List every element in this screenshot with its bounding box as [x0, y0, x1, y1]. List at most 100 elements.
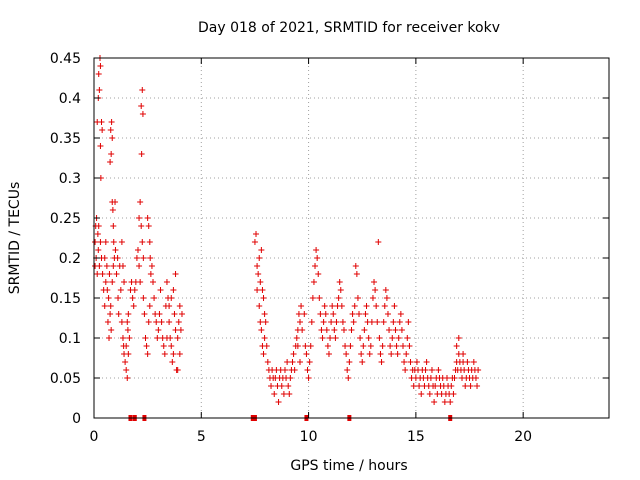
data-point: [369, 295, 376, 301]
data-point: [134, 247, 141, 253]
data-point: [161, 351, 168, 357]
data-point: [346, 359, 353, 365]
data-point: [103, 263, 110, 269]
data-point: [150, 279, 157, 285]
data-point: [260, 351, 267, 357]
data-point: [106, 271, 113, 277]
axis-ticks: [93, 57, 609, 419]
data-point: [172, 271, 179, 277]
data-point: [126, 335, 133, 341]
data-point: [102, 279, 109, 285]
data-point: [168, 295, 175, 301]
data-point: [170, 351, 177, 357]
data-point: [387, 343, 394, 349]
data-point: [178, 311, 185, 317]
x-tick-labels: 0 5 10 15 20: [90, 429, 533, 445]
data-point: [327, 335, 334, 341]
data-point: [144, 215, 151, 221]
data-point: [426, 391, 433, 397]
data-point: [287, 375, 294, 381]
data-point: [166, 303, 173, 309]
data-point: [102, 239, 109, 245]
data-point: [307, 343, 314, 349]
data-point: [147, 255, 154, 261]
data-point: [373, 303, 380, 309]
data-point: [366, 351, 373, 357]
data-point: [317, 311, 324, 317]
data-point: [256, 303, 263, 309]
data-point: [360, 343, 367, 349]
data-point: [354, 295, 361, 301]
data-point: [293, 335, 300, 341]
data-point: [112, 199, 119, 205]
data-point: [330, 311, 337, 317]
data-point: [372, 287, 379, 293]
data-point: [376, 335, 383, 341]
data-point: [170, 287, 177, 293]
data-point: [393, 343, 400, 349]
data-point: [398, 327, 405, 333]
data-point: [308, 319, 315, 325]
data-point: [257, 279, 264, 285]
data-point: [303, 351, 310, 357]
data-point: [257, 319, 264, 325]
data-point: [324, 343, 331, 349]
data-point: [312, 263, 319, 269]
y-tick-label: 0.1: [59, 331, 81, 347]
data-point: [99, 271, 106, 277]
data-point: [125, 311, 132, 317]
data-point: [301, 311, 308, 317]
data-point: [336, 279, 343, 285]
data-point: [166, 319, 173, 325]
data-point: [342, 343, 349, 349]
data-point: [472, 375, 479, 381]
data-point: [314, 255, 321, 261]
data-point: [174, 335, 181, 341]
data-point: [362, 311, 369, 317]
data-point: [137, 279, 144, 285]
data-point: [380, 319, 387, 325]
data-point: [118, 319, 125, 325]
data-point: [264, 359, 271, 365]
data-point: [431, 399, 438, 405]
data-point: [285, 383, 292, 389]
data-point: [153, 319, 160, 325]
data-point: [464, 359, 471, 365]
data-point: [365, 335, 372, 341]
data-point: [110, 263, 117, 269]
data-point: [448, 383, 455, 389]
data-point: [453, 343, 460, 349]
data-point: [163, 279, 170, 285]
data-point: [474, 383, 481, 389]
data-point: [109, 135, 116, 141]
data-point: [396, 319, 403, 325]
data-point: [259, 287, 266, 293]
x-tick-label: 0: [90, 429, 99, 445]
data-point: [447, 399, 454, 405]
x-tick-label: 5: [197, 429, 206, 445]
data-point: [254, 287, 261, 293]
data-point: [394, 351, 401, 357]
y-tick-label: 0.15: [50, 291, 81, 307]
data-point: [123, 343, 130, 349]
data-point: [344, 367, 351, 373]
data-point: [460, 351, 467, 357]
data-point: [423, 359, 430, 365]
y-tick-label: 0.4: [59, 91, 81, 107]
data-points: [92, 55, 482, 421]
data-point: [353, 271, 360, 277]
data-point: [151, 295, 158, 301]
data-point: [403, 351, 410, 357]
data-point: [96, 87, 103, 93]
y-tick-label: 0.3: [59, 171, 81, 187]
data-point: [138, 223, 145, 229]
y-tick-label: 0: [72, 411, 81, 427]
data-point: [384, 311, 391, 317]
data-point: [443, 375, 450, 381]
y-tick-label: 0.45: [50, 51, 81, 67]
data-point: [397, 311, 404, 317]
data-point: [143, 343, 150, 349]
data-point: [389, 335, 396, 341]
data-point: [109, 207, 116, 213]
data-point: [110, 239, 117, 245]
